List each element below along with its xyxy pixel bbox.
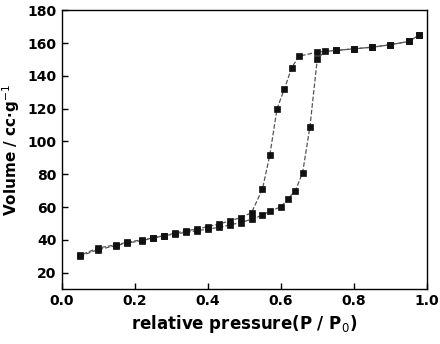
X-axis label: relative pressure(P / P$_0$): relative pressure(P / P$_0$) [131, 313, 357, 335]
Y-axis label: Volume / cc·g$^{-1}$: Volume / cc·g$^{-1}$ [0, 84, 22, 216]
